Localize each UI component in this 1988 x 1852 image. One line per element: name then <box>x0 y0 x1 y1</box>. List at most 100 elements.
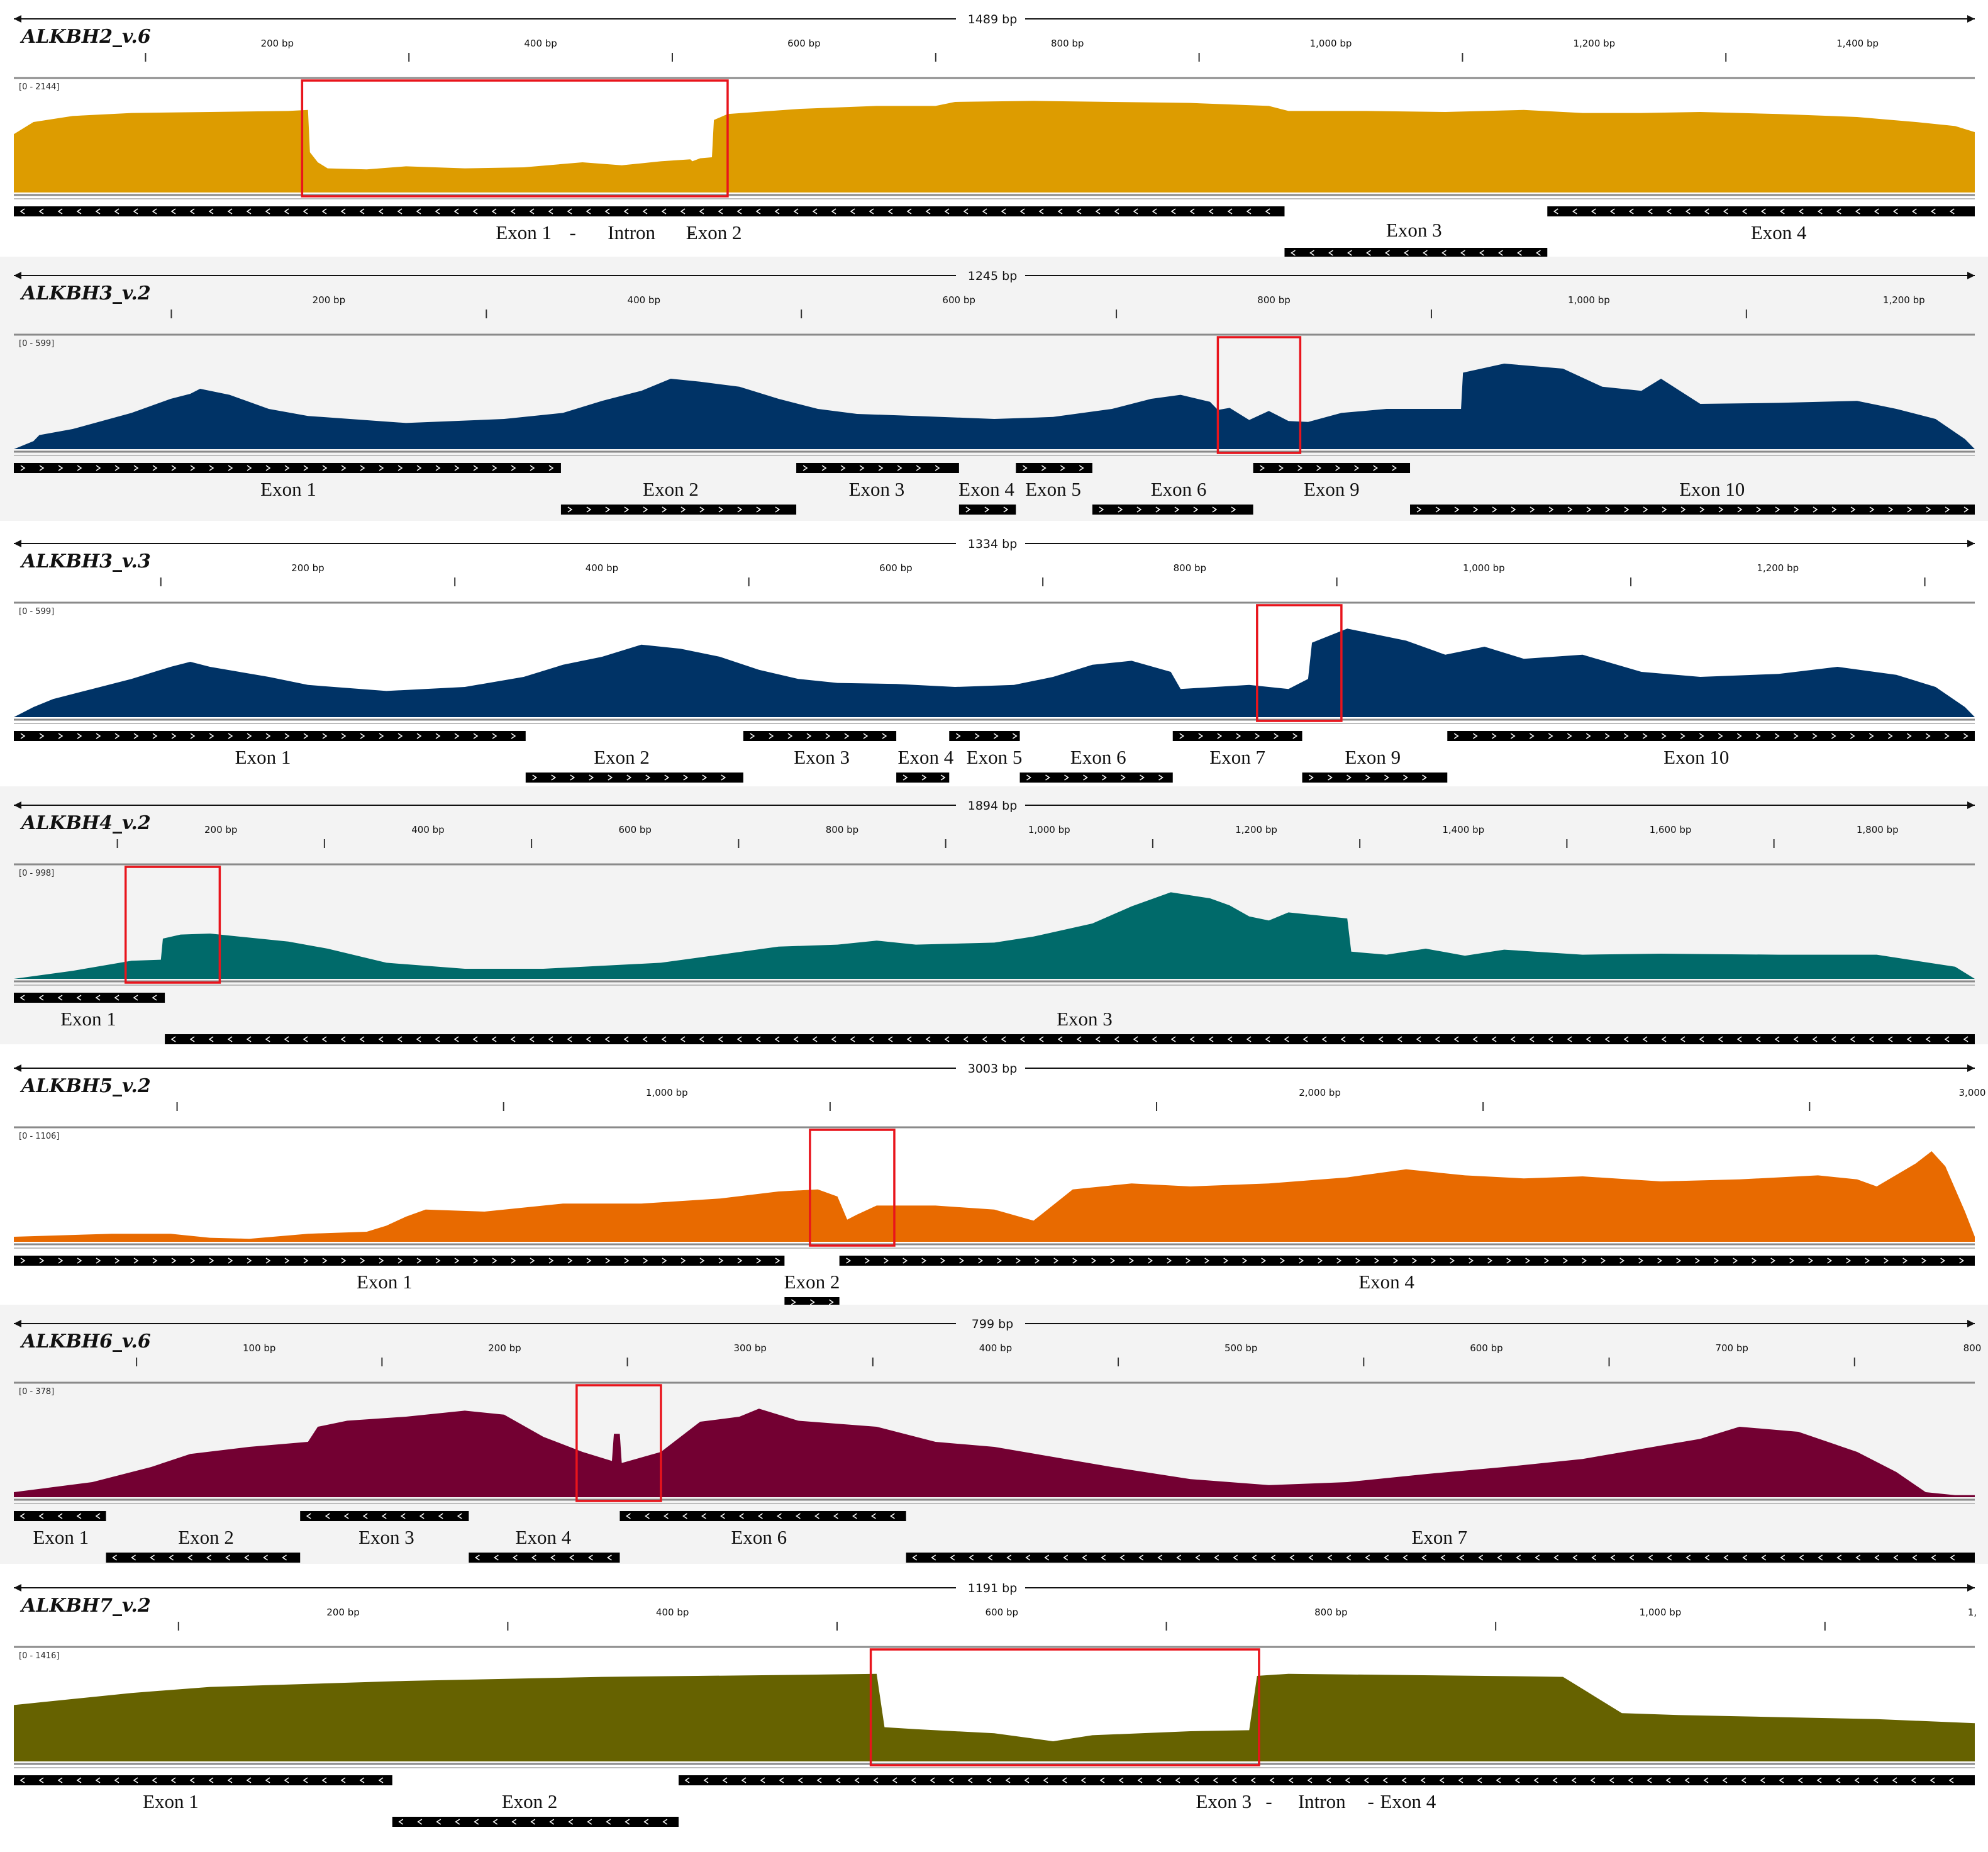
strand-chevron-icon <box>1487 1258 1493 1264</box>
exon-bar <box>1172 731 1302 741</box>
strand-chevron-icon <box>1887 1036 1893 1042</box>
strand-chevron-icon <box>682 1513 687 1519</box>
strand-chevron-icon <box>265 1036 270 1042</box>
strand-chevron-icon <box>1506 1258 1512 1264</box>
strand-chevron-icon <box>587 1819 592 1825</box>
strand-chevron-icon <box>1755 1036 1761 1042</box>
strand-chevron-icon <box>227 208 233 215</box>
strand-chevron-icon <box>1949 208 1955 215</box>
strand-chevron-icon <box>1308 1554 1314 1561</box>
exon-label: Exon 4 <box>1380 1790 1436 1812</box>
ruler-tick-label: 1,000 bp <box>646 1087 688 1098</box>
strand-chevron-icon <box>680 506 686 513</box>
exon-bar <box>14 1256 785 1266</box>
strand-chevron-icon <box>1530 506 1535 513</box>
strand-chevron-icon <box>703 1777 709 1783</box>
strand-chevron-icon <box>57 995 63 1001</box>
length-indicator: 1334 bp <box>14 535 1975 552</box>
strand-chevron-icon <box>58 733 64 739</box>
strand-chevron-icon <box>1335 465 1340 471</box>
strand-chevron-icon <box>282 1554 287 1561</box>
strand-chevron-icon <box>57 208 63 215</box>
strand-chevron-icon <box>454 1258 460 1264</box>
strand-chevron-icon <box>1208 1036 1214 1042</box>
strand-chevron-icon <box>1152 208 1157 215</box>
strand-chevron-icon <box>821 465 827 471</box>
strand-chevron-icon <box>1316 465 1321 471</box>
exon-bar <box>949 731 1020 741</box>
coverage-area <box>14 1151 1975 1242</box>
strand-chevron-icon <box>950 1554 955 1561</box>
strand-chevron-icon <box>152 995 157 1001</box>
strand-chevron-icon <box>1925 733 1931 739</box>
exon-label: Exon 1 <box>33 1526 89 1548</box>
ruler: 200 bp 400 bp 600 bp 800 bp 1,000 bp 1,200 bp… <box>116 824 1899 848</box>
strand-chevron-icon <box>831 1036 836 1042</box>
strand-chevron-icon <box>1003 506 1009 513</box>
strand-chevron-icon <box>1001 208 1006 215</box>
strand-chevron-icon <box>510 1036 516 1042</box>
strand-chevron-icon <box>1661 1036 1667 1042</box>
strand-chevron-icon <box>1292 733 1298 739</box>
strand-chevron-icon <box>797 1777 803 1783</box>
strand-chevron-icon <box>1019 1036 1025 1042</box>
strand-chevron-icon <box>208 208 214 215</box>
exon-bar <box>896 773 950 783</box>
strand-chevron-icon <box>457 1513 462 1519</box>
strand-chevron-icon <box>321 1036 327 1042</box>
strand-chevron-icon <box>76 1513 82 1519</box>
strand-chevron-icon <box>263 1554 268 1561</box>
strand-chevron-icon <box>133 1258 139 1264</box>
strand-chevron-icon <box>1685 208 1691 215</box>
exon-label: Exon 1 <box>143 1790 199 1812</box>
strand-chevron-icon <box>39 733 45 739</box>
exon-label: Exon 6 <box>731 1526 787 1548</box>
strand-chevron-icon <box>77 465 82 471</box>
strand-chevron-icon <box>1099 1777 1105 1783</box>
exon-label: Exon 1 <box>60 1008 116 1030</box>
strand-chevron-icon <box>400 1513 406 1519</box>
strand-chevron-icon <box>1752 1258 1757 1264</box>
strand-chevron-icon <box>1416 506 1422 513</box>
strand-chevron-icon <box>1392 465 1397 471</box>
ruler-tick-label: 800 bp <box>826 824 858 835</box>
strand-chevron-icon <box>77 733 82 739</box>
strand-chevron-icon <box>171 733 177 739</box>
ruler-tick-label: 1,000 bp <box>1640 1607 1682 1618</box>
strand-chevron-icon <box>152 733 158 739</box>
strand-chevron-icon <box>1789 1258 1795 1264</box>
strand-chevron-icon <box>1412 1258 1418 1264</box>
strand-chevron-icon <box>1155 506 1161 513</box>
strand-chevron-icon <box>1118 506 1123 513</box>
strand-chevron-icon <box>758 1513 763 1519</box>
strand-chevron-icon <box>1827 1258 1833 1264</box>
strand-chevron-icon <box>1741 208 1747 215</box>
strand-chevron-icon <box>626 1513 631 1519</box>
strand-chevron-icon <box>189 208 195 215</box>
strand-chevron-icon <box>1680 733 1685 739</box>
strand-chevron-icon <box>1148 1258 1153 1264</box>
strand-chevron-icon <box>921 1258 927 1264</box>
strand-chevron-icon <box>935 465 940 471</box>
exon-label: - <box>1265 1790 1272 1812</box>
strand-chevron-icon <box>1095 1036 1101 1042</box>
strand-chevron-icon <box>1280 1258 1286 1264</box>
ruler-tick-label: 1,600 bp <box>1650 824 1692 835</box>
strand-chevron-icon <box>1793 733 1799 739</box>
strand-chevron-icon <box>1798 208 1804 215</box>
left-arrow-icon <box>14 801 21 809</box>
strand-chevron-icon <box>1590 1777 1596 1783</box>
strand-chevron-icon <box>1137 1777 1143 1783</box>
strand-chevron-icon <box>1083 774 1088 781</box>
strand-chevron-icon <box>1619 1258 1625 1264</box>
strand-chevron-icon <box>701 1513 706 1519</box>
strand-chevron-icon <box>1043 1777 1048 1783</box>
ruler-tick-label: 1,000 bp <box>1028 824 1070 835</box>
strand-chevron-icon <box>529 208 535 215</box>
strand-chevron-icon <box>76 1777 82 1783</box>
strand-chevron-icon <box>1064 774 1069 781</box>
strand-chevron-icon <box>1346 1554 1352 1561</box>
strand-chevron-icon <box>1402 1554 1408 1561</box>
strand-chevron-icon <box>702 774 708 781</box>
strand-chevron-icon <box>1233 1554 1238 1561</box>
